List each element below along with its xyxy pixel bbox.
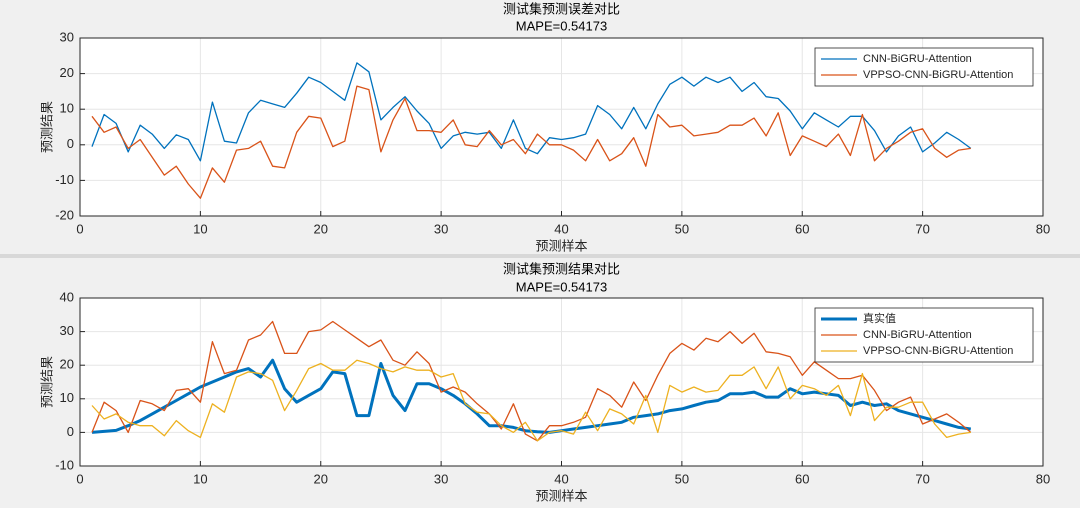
x-tick-label: 40 [554,471,568,486]
data-line [91,320,972,442]
data-line [91,359,971,442]
y-tick-label: 10 [60,390,74,405]
x-axis-label: 预测样本 [535,238,587,253]
x-tick-label: 70 [915,221,929,236]
legend-label: CNN-BiGRU-Attention [863,329,972,341]
y-tick-label: 30 [60,29,74,44]
x-tick-label: 70 [915,471,929,486]
plot-frame [79,297,1044,467]
plot-frame [79,37,1044,217]
x-tick-label: 30 [434,471,448,486]
y-tick-label: 0 [67,424,74,439]
x-axis-label: 预测样本 [535,488,587,503]
legend-box [814,47,1034,87]
x-tick-label: 50 [675,471,689,486]
x-tick-label: 80 [1036,221,1050,236]
legend-label: VPPSO-CNN-BiGRU-Attention [863,345,1013,357]
data-line [91,62,972,162]
y-tick-label: 40 [60,289,74,304]
x-tick-label: 10 [193,471,207,486]
y-tick-label: -10 [55,457,74,472]
x-tick-label: 30 [434,221,448,236]
y-tick-label: 30 [60,323,74,338]
chart-title: 测试集预测结果对比 [503,261,620,276]
y-tick-label: 0 [67,136,74,151]
y-tick-label: -10 [55,172,74,187]
legend-label: CNN-BiGRU-Attention [863,53,972,65]
chart-subtitle: MAPE=0.54173 [516,18,607,33]
x-tick-label: 0 [76,221,83,236]
chart-subtitle: MAPE=0.54173 [516,279,607,294]
y-tick-label: 20 [60,65,74,80]
x-tick-label: 80 [1036,471,1050,486]
x-tick-label: 20 [314,221,328,236]
y-axis-label: 预测结果 [39,101,54,153]
chart-title: 测试集预测误差对比 [503,1,620,16]
x-tick-label: 50 [675,221,689,236]
x-tick-label: 20 [314,471,328,486]
x-tick-label: 0 [76,471,83,486]
y-axis-label: 预测结果 [39,356,54,408]
y-tick-label: 10 [60,101,74,116]
data-line [91,85,971,199]
y-tick-label: 20 [60,357,74,372]
legend-label: VPPSO-CNN-BiGRU-Attention [863,69,1013,81]
legend-label: 真实值 [863,311,896,325]
y-tick-label: -20 [55,207,74,222]
x-tick-label: 60 [795,471,809,486]
x-tick-label: 60 [795,221,809,236]
x-tick-label: 10 [193,221,207,236]
x-tick-label: 40 [554,221,568,236]
